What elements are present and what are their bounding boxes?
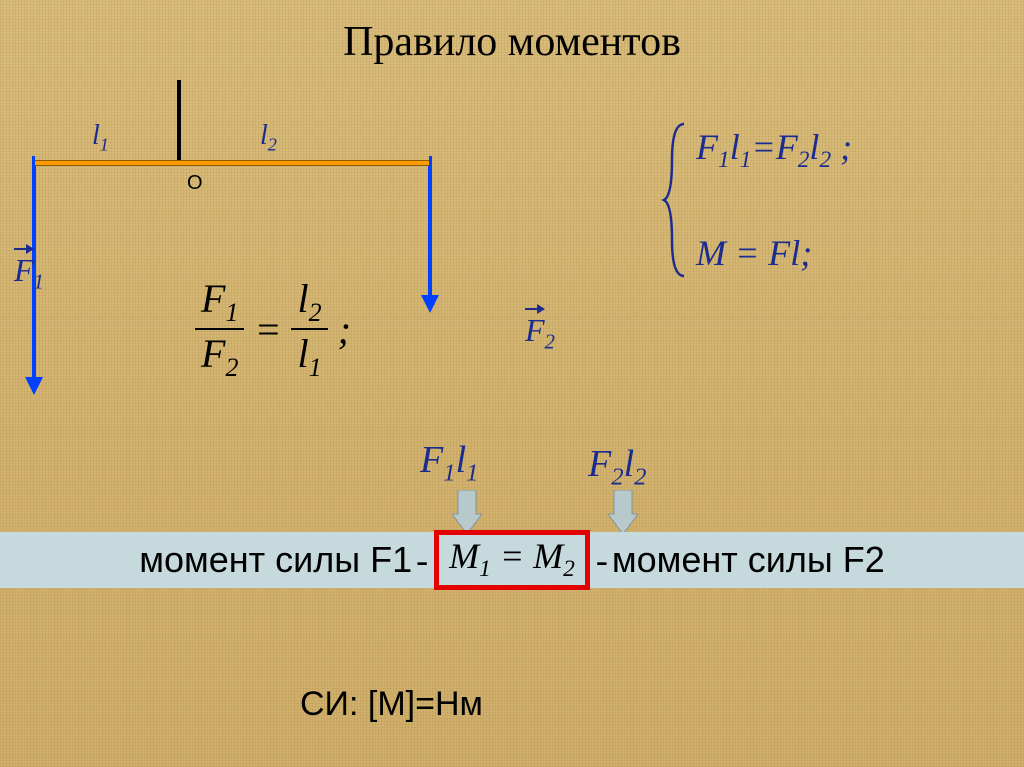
moment-equality-box: М1 = М2 xyxy=(434,530,590,590)
force-f1-label: F1 xyxy=(14,252,44,294)
pivot-label: О xyxy=(187,172,203,195)
force-arrow-f2 xyxy=(428,166,432,296)
ratio-formula: F1 F2 = l2 l1 ; xyxy=(195,275,351,383)
band-left-text: момент силы F1 xyxy=(139,539,412,581)
slide-title: Правило моментов xyxy=(0,18,1024,66)
callout-arrow-1-icon xyxy=(452,490,482,534)
arm-l1-label: l1 xyxy=(92,120,109,156)
fraction-l: l2 l1 xyxy=(291,275,327,383)
band-right-text: момент силы F2 xyxy=(612,539,885,581)
equation-system: F1l1=F2l2 ; M = Fl; xyxy=(660,120,852,280)
fraction-F: F1 F2 xyxy=(195,275,244,383)
moment-equation-band: момент силы F1 - М1 = М2 - момент силы F… xyxy=(0,532,1024,588)
lever-bar xyxy=(32,160,432,166)
f1l1-label: F1l1 xyxy=(420,438,478,488)
system-eq2: M = Fl; xyxy=(696,232,852,274)
callout-arrow-2-icon xyxy=(608,490,638,534)
curly-brace-icon xyxy=(660,120,690,280)
si-units: СИ: [M]=Нм xyxy=(300,685,483,724)
pivot-line xyxy=(177,80,181,162)
slide-content: Правило моментов l1 l2 О F1 F2 F1 F2 = l… xyxy=(0,0,1024,767)
force-f2-label: F2 xyxy=(525,312,555,354)
system-eq1: F1l1=F2l2 ; xyxy=(696,126,852,174)
f2l2-label: F2l2 xyxy=(588,442,646,492)
arm-l2-label: l2 xyxy=(260,120,277,156)
